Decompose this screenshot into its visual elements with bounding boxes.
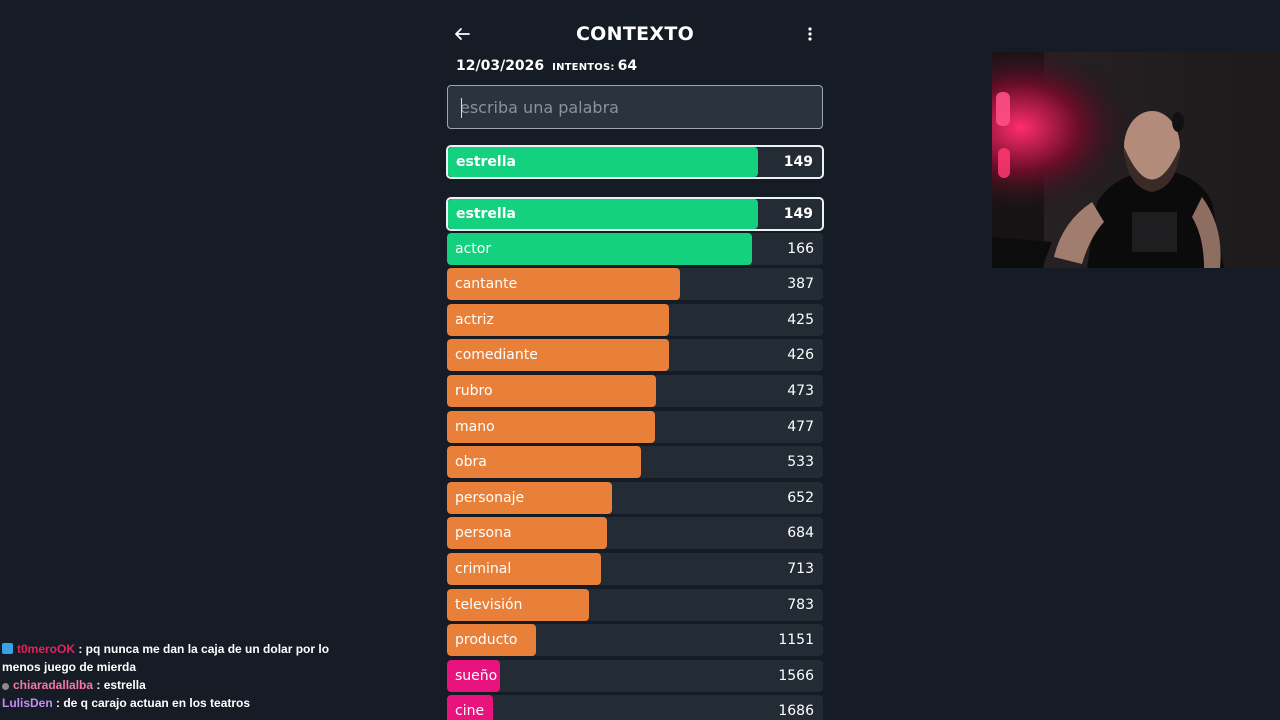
guess-rank: 477 — [787, 419, 814, 435]
guess-word: persona — [455, 525, 512, 541]
guess-bar — [447, 339, 669, 371]
contexto-app: CONTEXTO 12/03/2026 INTENTOS: 64 estrell… — [446, 0, 824, 720]
guess-bar — [447, 411, 655, 443]
last-guess-row: estrella 149 — [446, 145, 824, 179]
guess-row: mano 477 — [447, 411, 823, 443]
guess-bar — [447, 268, 681, 300]
guess-word: criminal — [455, 561, 512, 577]
chat-message: chiaradallalba : estrella — [2, 676, 362, 694]
guess-row: televisión 783 — [447, 589, 823, 621]
last-guess-bar — [448, 147, 759, 177]
game-date: 12/03/2026 — [456, 58, 545, 74]
guess-word: mano — [455, 419, 495, 435]
guess-word: sueño — [455, 668, 498, 684]
guess-row: obra 533 — [447, 446, 823, 478]
guess-word: actor — [455, 241, 492, 257]
chat-username[interactable]: t0meroOK — [17, 642, 76, 656]
guess-word: personaje — [455, 490, 525, 506]
chat-text: : de q carajo actuan en los teatros — [52, 696, 251, 710]
guess-bar — [447, 233, 752, 265]
guess-bar — [447, 624, 537, 656]
chat-text: : estrella — [93, 678, 146, 692]
guess-rank: 426 — [787, 347, 814, 363]
attempts-label: INTENTOS: — [552, 62, 615, 73]
guess-word: actriz — [455, 312, 494, 328]
chat-message: LulisDen : de q carajo actuan en los tea… — [2, 694, 362, 712]
guess-word: obra — [455, 454, 487, 470]
guess-bar — [447, 446, 641, 478]
guess-row: comediante 426 — [447, 339, 823, 371]
guess-bar — [447, 589, 589, 621]
guess-bar — [447, 553, 602, 585]
guess-rank: 684 — [787, 525, 814, 541]
chat-username[interactable]: chiaradallalba — [13, 678, 94, 692]
guess-bar — [447, 695, 494, 720]
guess-word: televisión — [455, 597, 523, 613]
guess-row: sueño 1566 — [447, 660, 823, 692]
streamer-webcam — [992, 52, 1280, 268]
more-menu-button[interactable] — [798, 20, 822, 48]
attempts-count: 64 — [617, 58, 638, 74]
word-input[interactable] — [460, 97, 822, 117]
word-input-box[interactable] — [447, 85, 823, 129]
guess-rank: 149 — [783, 206, 813, 222]
stream-chat: t0meroOK : pq nunca me dan la caja de un… — [2, 640, 362, 712]
guess-row: criminal 713 — [447, 553, 823, 585]
back-button[interactable] — [448, 20, 476, 48]
guess-bar — [447, 660, 500, 692]
guess-row: personaje 652 — [447, 482, 823, 514]
guess-row: cine 1686 — [447, 695, 823, 720]
guess-rank: 166 — [787, 241, 814, 257]
guess-rank: 1686 — [778, 703, 814, 719]
guess-row: estrella 149 — [446, 197, 824, 231]
guess-rank: 473 — [787, 383, 814, 399]
prime-icon — [2, 643, 13, 654]
guess-rank: 1151 — [778, 632, 814, 648]
guess-bar — [447, 482, 613, 514]
guess-word: comediante — [455, 347, 538, 363]
chat-text: : pq nunca me dan la caja de un dolar po… — [2, 642, 330, 674]
guess-bar — [447, 304, 669, 336]
guess-row: actriz 425 — [447, 304, 823, 336]
last-guess-rank: 149 — [783, 154, 813, 170]
chat-messages: t0meroOK : pq nunca me dan la caja de un… — [2, 640, 362, 712]
last-guess-word: estrella — [456, 154, 516, 170]
guess-word: cine — [455, 703, 485, 719]
guess-row: rubro 473 — [447, 375, 823, 407]
guess-rank: 783 — [787, 597, 814, 613]
guess-rank: 713 — [787, 561, 814, 577]
guess-bar — [448, 199, 759, 229]
page-title: CONTEXTO — [575, 23, 695, 45]
guess-rank: 425 — [787, 312, 814, 328]
text-caret — [461, 98, 462, 118]
guess-bar — [447, 517, 607, 549]
guess-word: rubro — [455, 383, 493, 399]
app-header: CONTEXTO — [446, 18, 824, 50]
chat-message: t0meroOK : pq nunca me dan la caja de un… — [2, 640, 362, 676]
guess-word: producto — [455, 632, 518, 648]
guess-rank: 1566 — [778, 668, 814, 684]
guess-rank: 652 — [787, 490, 814, 506]
chat-username[interactable]: LulisDen — [2, 696, 53, 710]
guess-word: cantante — [455, 276, 518, 292]
guess-rank: 533 — [787, 454, 814, 470]
guess-word: estrella — [456, 206, 516, 222]
turbo-icon — [2, 683, 9, 690]
kebab-menu-icon — [808, 27, 812, 41]
guess-bar — [447, 375, 656, 407]
guess-row: persona 684 — [447, 517, 823, 549]
guess-row: actor 166 — [447, 233, 823, 265]
guess-row: cantante 387 — [447, 268, 823, 300]
guess-row: producto 1151 — [447, 624, 823, 656]
game-meta: 12/03/2026 INTENTOS: 64 — [456, 58, 637, 78]
guess-rank: 387 — [787, 276, 814, 292]
webcam-image — [992, 52, 1280, 268]
arrow-left-icon — [455, 28, 470, 40]
